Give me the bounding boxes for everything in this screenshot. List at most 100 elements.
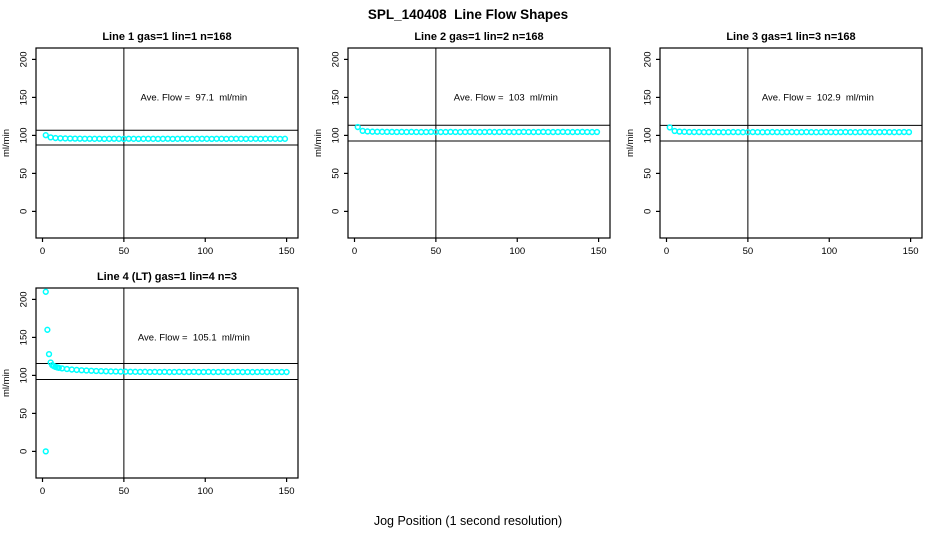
data-point [193,135,201,142]
data-point [161,368,168,376]
data-point [774,128,781,136]
data-point [545,128,552,136]
data-point [491,128,498,136]
data-point [876,128,883,136]
data-point [208,135,215,143]
y-axis: 0 50 100 150 200 [643,51,660,214]
ave-flow-annotation: Ave. Flow = 97.1 ml/min [140,92,247,103]
data-points [354,123,601,136]
data-point [247,135,254,142]
data-point [174,135,181,142]
data-point [695,128,703,136]
data-point [408,128,415,136]
x-axis: 0 50 100 150 [664,238,919,257]
data-point [852,129,859,136]
data-point [234,368,241,376]
data-point [283,368,290,376]
data-point [190,368,198,376]
x-tick-label: 150 [279,486,295,497]
data-point [681,128,688,135]
data-point [783,128,791,136]
panel-line1-chart: Line 1 gas=1 lin=1 n=168 0 50 100 150 200 ml/m… [1,31,299,257]
data-point [515,128,523,136]
data-point [749,128,756,136]
data-point [383,128,391,136]
data-point [798,128,805,136]
data-point [252,135,259,142]
data-point [759,129,766,136]
panel-line3-chart: Line 3 gas=1 lin=3 n=168 0 50 100 150 200 ml/m… [625,31,923,257]
data-point [45,350,53,358]
reference-lines [36,48,298,238]
data-point [164,135,171,142]
data-point [700,128,708,136]
data-point [422,128,430,136]
data-point [180,368,188,376]
data-point [803,128,810,136]
x-axis: 0 50 100 150 [40,238,295,257]
data-point [905,128,913,136]
x-tick-label: 50 [119,246,130,257]
x-tick-label: 100 [197,486,213,497]
x-tick-label: 50 [119,486,130,497]
data-point [169,135,176,143]
data-point [115,135,123,142]
data-point [481,128,488,136]
data-point [249,368,256,376]
data-point [369,128,376,135]
y-tick-label: 100 [19,127,30,143]
data-point [788,128,795,136]
y-tick-label: 0 [331,209,342,214]
data-point [91,135,98,142]
data-point [466,128,474,136]
data-point [47,134,54,141]
data-point [676,128,683,135]
data-point [78,367,85,374]
y-tick-label: 50 [331,168,342,179]
data-point [145,135,152,142]
data-point [496,128,503,136]
data-point [554,128,562,136]
y-tick-label: 100 [643,127,654,143]
data-point [107,368,115,375]
data-point [754,128,761,136]
data-point [705,128,712,136]
y-tick-label: 150 [19,89,30,105]
data-point [141,368,149,375]
data-point [725,128,732,136]
panel-title: Line 2 gas=1 lin=2 n=168 [414,31,543,43]
y-axis: 0 50 100 150 200 [19,51,36,214]
data-point [110,135,118,142]
data-point [237,135,245,142]
data-point [179,135,186,142]
y-tick-label: 100 [19,367,30,383]
data-point [102,368,110,375]
data-point [535,128,542,136]
data-point [122,368,129,375]
data-point [42,132,49,139]
data-point [263,368,271,376]
y-tick-label: 0 [643,209,654,214]
data-point [130,135,137,142]
data-point [171,368,178,376]
data-point [150,135,157,142]
x-tick-label: 0 [352,246,357,257]
panel-cell-line3: Line 3 gas=1 lin=3 n=168 0 50 100 150 200 ml/m… [624,28,936,268]
data-point [710,128,717,136]
data-point [559,128,566,136]
panel-title: Line 3 gas=1 lin=3 n=168 [726,31,855,43]
empty-cell [312,268,624,508]
data-point [58,365,66,372]
panel-line4-chart: Line 4 (LT) gas=1 lin=4 n=3 0 50 100 150 200 m… [1,271,299,497]
ave-flow-annotation: Ave. Flow = 103 ml/min [454,92,558,103]
data-point [73,366,80,374]
x-tick-label: 100 [509,246,525,257]
data-point [55,364,62,371]
panel-title: Line 4 (LT) gas=1 lin=4 n=3 [97,271,237,283]
data-point [593,128,601,136]
data-point [140,135,147,142]
data-point [730,128,737,136]
data-point [569,128,576,136]
data-point [106,135,113,142]
